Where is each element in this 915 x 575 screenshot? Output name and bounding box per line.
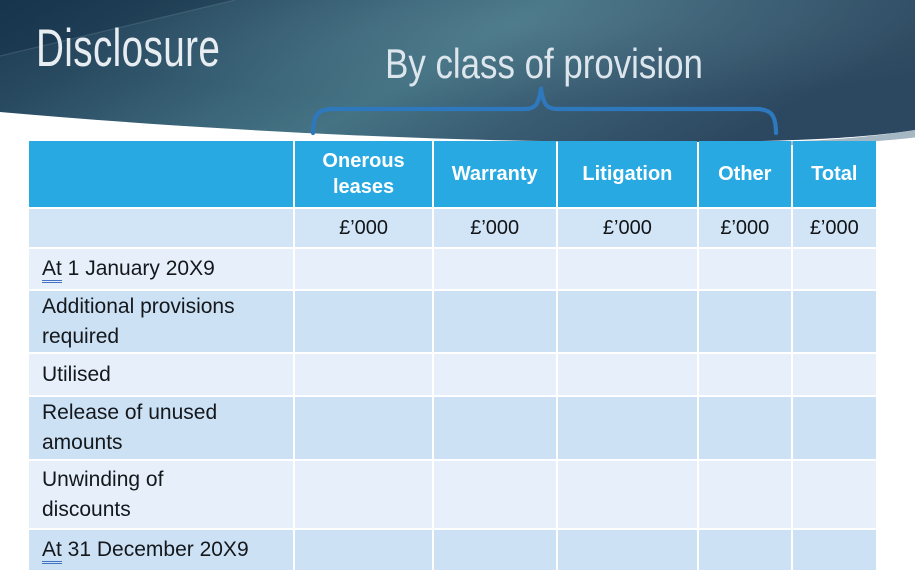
data-cell	[295, 397, 432, 459]
data-cell	[433, 354, 556, 395]
table-row-release-of-unused: Release of unused amounts	[29, 397, 876, 459]
slide-title: Disclosure	[36, 19, 221, 78]
table-row-at-31-december: At 31 December 20X9	[29, 530, 876, 570]
data-cell	[557, 291, 698, 352]
table-row-additional-provisions: Additional provisions required	[29, 291, 876, 352]
data-cell	[295, 354, 432, 395]
data-cell	[295, 461, 432, 528]
row-label-cell: Release of unused amounts	[29, 397, 294, 459]
provision-table: Onerous leases Warranty Litigation Other…	[27, 139, 878, 572]
unit-cell: £’000	[699, 209, 791, 247]
units-row-label-cell	[29, 209, 294, 247]
column-header-onerous-leases: Onerous leases	[295, 141, 432, 207]
data-cell	[792, 461, 876, 528]
data-cell	[792, 354, 876, 395]
data-cell	[792, 530, 876, 570]
column-header-total: Total	[792, 141, 876, 207]
row-label-cell: At 1 January 20X9	[29, 249, 294, 289]
data-cell	[699, 530, 791, 570]
data-cell	[433, 397, 556, 459]
data-cell	[699, 291, 791, 352]
column-header-other: Other	[699, 141, 791, 207]
row-label-cell: Unwinding of discounts	[29, 461, 294, 528]
column-header-warranty: Warranty	[433, 141, 556, 207]
unit-cell: £’000	[792, 209, 876, 247]
row-label-cell: Utilised	[29, 354, 294, 395]
corner-header-cell	[29, 141, 294, 207]
unit-cell: £’000	[295, 209, 432, 247]
table-header-row: Onerous leases Warranty Litigation Other…	[29, 141, 876, 207]
table-caption: By class of provision	[385, 40, 703, 87]
data-cell	[433, 249, 556, 289]
data-cell	[557, 461, 698, 528]
data-cell	[295, 291, 432, 352]
data-cell	[699, 461, 791, 528]
data-cell	[792, 249, 876, 289]
data-cell	[433, 291, 556, 352]
brace-shape	[310, 86, 779, 136]
data-cell	[699, 354, 791, 395]
data-cell	[792, 397, 876, 459]
data-cell	[557, 530, 698, 570]
data-cell	[557, 397, 698, 459]
row-label-underlined: At	[42, 538, 62, 565]
data-cell	[792, 291, 876, 352]
data-cell	[433, 530, 556, 570]
table-row-unwinding-of-discounts: Unwinding of discounts	[29, 461, 876, 528]
row-label-text: Release of unused amounts	[42, 401, 218, 454]
row-label-text: Additional provisions required	[42, 294, 235, 348]
row-label-text: Utilised	[42, 362, 111, 386]
row-label-cell: At 31 December 20X9	[29, 530, 294, 570]
unit-cell: £’000	[557, 209, 698, 247]
data-cell	[699, 397, 791, 459]
data-cell	[433, 461, 556, 528]
data-cell	[295, 249, 432, 289]
row-label-text: Unwinding of discounts	[42, 467, 164, 521]
row-label-text: 1 January 20X9	[61, 257, 215, 281]
table-row-utilised: Utilised	[29, 354, 876, 395]
row-label-text: 31 December 20X9	[61, 538, 249, 562]
units-row: £’000 £’000 £’000 £’000 £’000	[29, 209, 876, 247]
row-label-cell: Additional provisions required	[29, 291, 294, 352]
data-cell	[295, 530, 432, 570]
data-cell	[557, 249, 698, 289]
row-label-underlined: At	[42, 257, 62, 284]
data-cell	[557, 354, 698, 395]
column-header-litigation: Litigation	[557, 141, 698, 207]
data-cell	[699, 249, 791, 289]
unit-cell: £’000	[433, 209, 556, 247]
table-row-at-1-january: At 1 January 20X9	[29, 249, 876, 289]
